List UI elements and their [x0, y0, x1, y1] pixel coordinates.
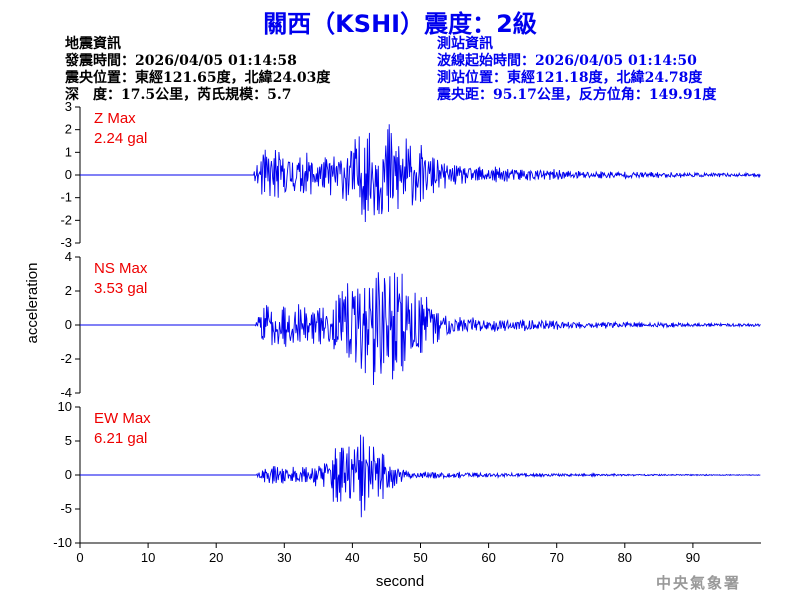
y-tick-label: 5 — [65, 433, 72, 448]
x-axis-label: second — [376, 573, 424, 590]
y-axis-label: acceleration — [24, 263, 41, 344]
y-tick-label: -3 — [60, 235, 72, 250]
waveform-ew — [80, 434, 761, 518]
panel-ew: 10 5 0 -5 -10 EW Max 6.21 gal — [53, 399, 761, 550]
max-value-label: 3.53 gal — [94, 280, 147, 297]
y-tick-label: 2 — [65, 283, 72, 298]
x-tick-label: 0 — [76, 550, 83, 565]
origin-time: 發震時間：2026/04/05 01:14:58 — [65, 53, 297, 69]
x-tick-label: 60 — [481, 550, 495, 565]
x-tick-label: 10 — [141, 550, 155, 565]
quake-info-heading: 地震資訊 — [65, 36, 121, 52]
x-tick-label: 70 — [549, 550, 563, 565]
x-tick-label: 80 — [618, 550, 632, 565]
max-value-label: 6.21 gal — [94, 430, 147, 447]
y-tick-label: 0 — [65, 317, 72, 332]
y-tick-label: 0 — [65, 167, 72, 182]
x-tick-label: 90 — [686, 550, 700, 565]
distance-azimuth: 震央距：95.17公里，反方位角：149.91度 — [437, 87, 717, 103]
panel-z: 3 2 1 0 -1 -2 -3 Z Max 2.24 gal — [60, 99, 761, 250]
wave-start-time: 波線起始時間：2026/04/05 01:14:50 — [437, 53, 697, 69]
chart-title: 關西（KSHI）震度：2級 — [263, 10, 537, 38]
max-value-label: 2.24 gal — [94, 130, 147, 147]
component-label: NS Max — [94, 260, 148, 277]
depth-magnitude: 深 度：17.5公里，芮氏規模：5.7 — [65, 87, 292, 103]
quake-info-block: 地震資訊 發震時間：2026/04/05 01:14:58 震央位置：東經121… — [65, 36, 330, 104]
agency-credit: 中央氣象署 — [656, 574, 742, 592]
component-label: EW Max — [94, 410, 151, 427]
y-tick-label: -2 — [60, 351, 72, 366]
x-tick-label: 40 — [345, 550, 359, 565]
station-info-heading: 測站資訊 — [437, 36, 493, 52]
waveform-z — [80, 124, 761, 223]
x-tick-label: 30 — [277, 550, 291, 565]
y-tick-label: -10 — [53, 535, 72, 550]
x-tick-label: 20 — [209, 550, 223, 565]
y-tick-label: -5 — [60, 501, 72, 516]
y-tick-label: -1 — [60, 190, 72, 205]
y-tick-label: 3 — [65, 99, 72, 114]
y-tick-label: 1 — [65, 144, 72, 159]
y-tick-label: 0 — [65, 467, 72, 482]
station-location: 測站位置：東經121.18度，北緯24.78度 — [437, 70, 703, 86]
station-info-block: 測站資訊 波線起始時間：2026/04/05 01:14:50 測站位置：東經1… — [437, 36, 716, 104]
x-tick-label: 50 — [413, 550, 427, 565]
y-tick-label: 10 — [58, 399, 72, 414]
component-label: Z Max — [94, 110, 136, 127]
y-tick-label: 4 — [65, 249, 72, 264]
y-tick-label: 2 — [65, 122, 72, 137]
y-tick-label: -2 — [60, 212, 72, 227]
waveform-ns — [80, 272, 761, 386]
epicenter-location: 震央位置：東經121.65度，北緯24.03度 — [65, 70, 331, 86]
panel-ns: 4 2 0 -2 -4 NS Max 3.53 gal — [60, 249, 761, 400]
y-tick-label: -4 — [60, 385, 72, 400]
